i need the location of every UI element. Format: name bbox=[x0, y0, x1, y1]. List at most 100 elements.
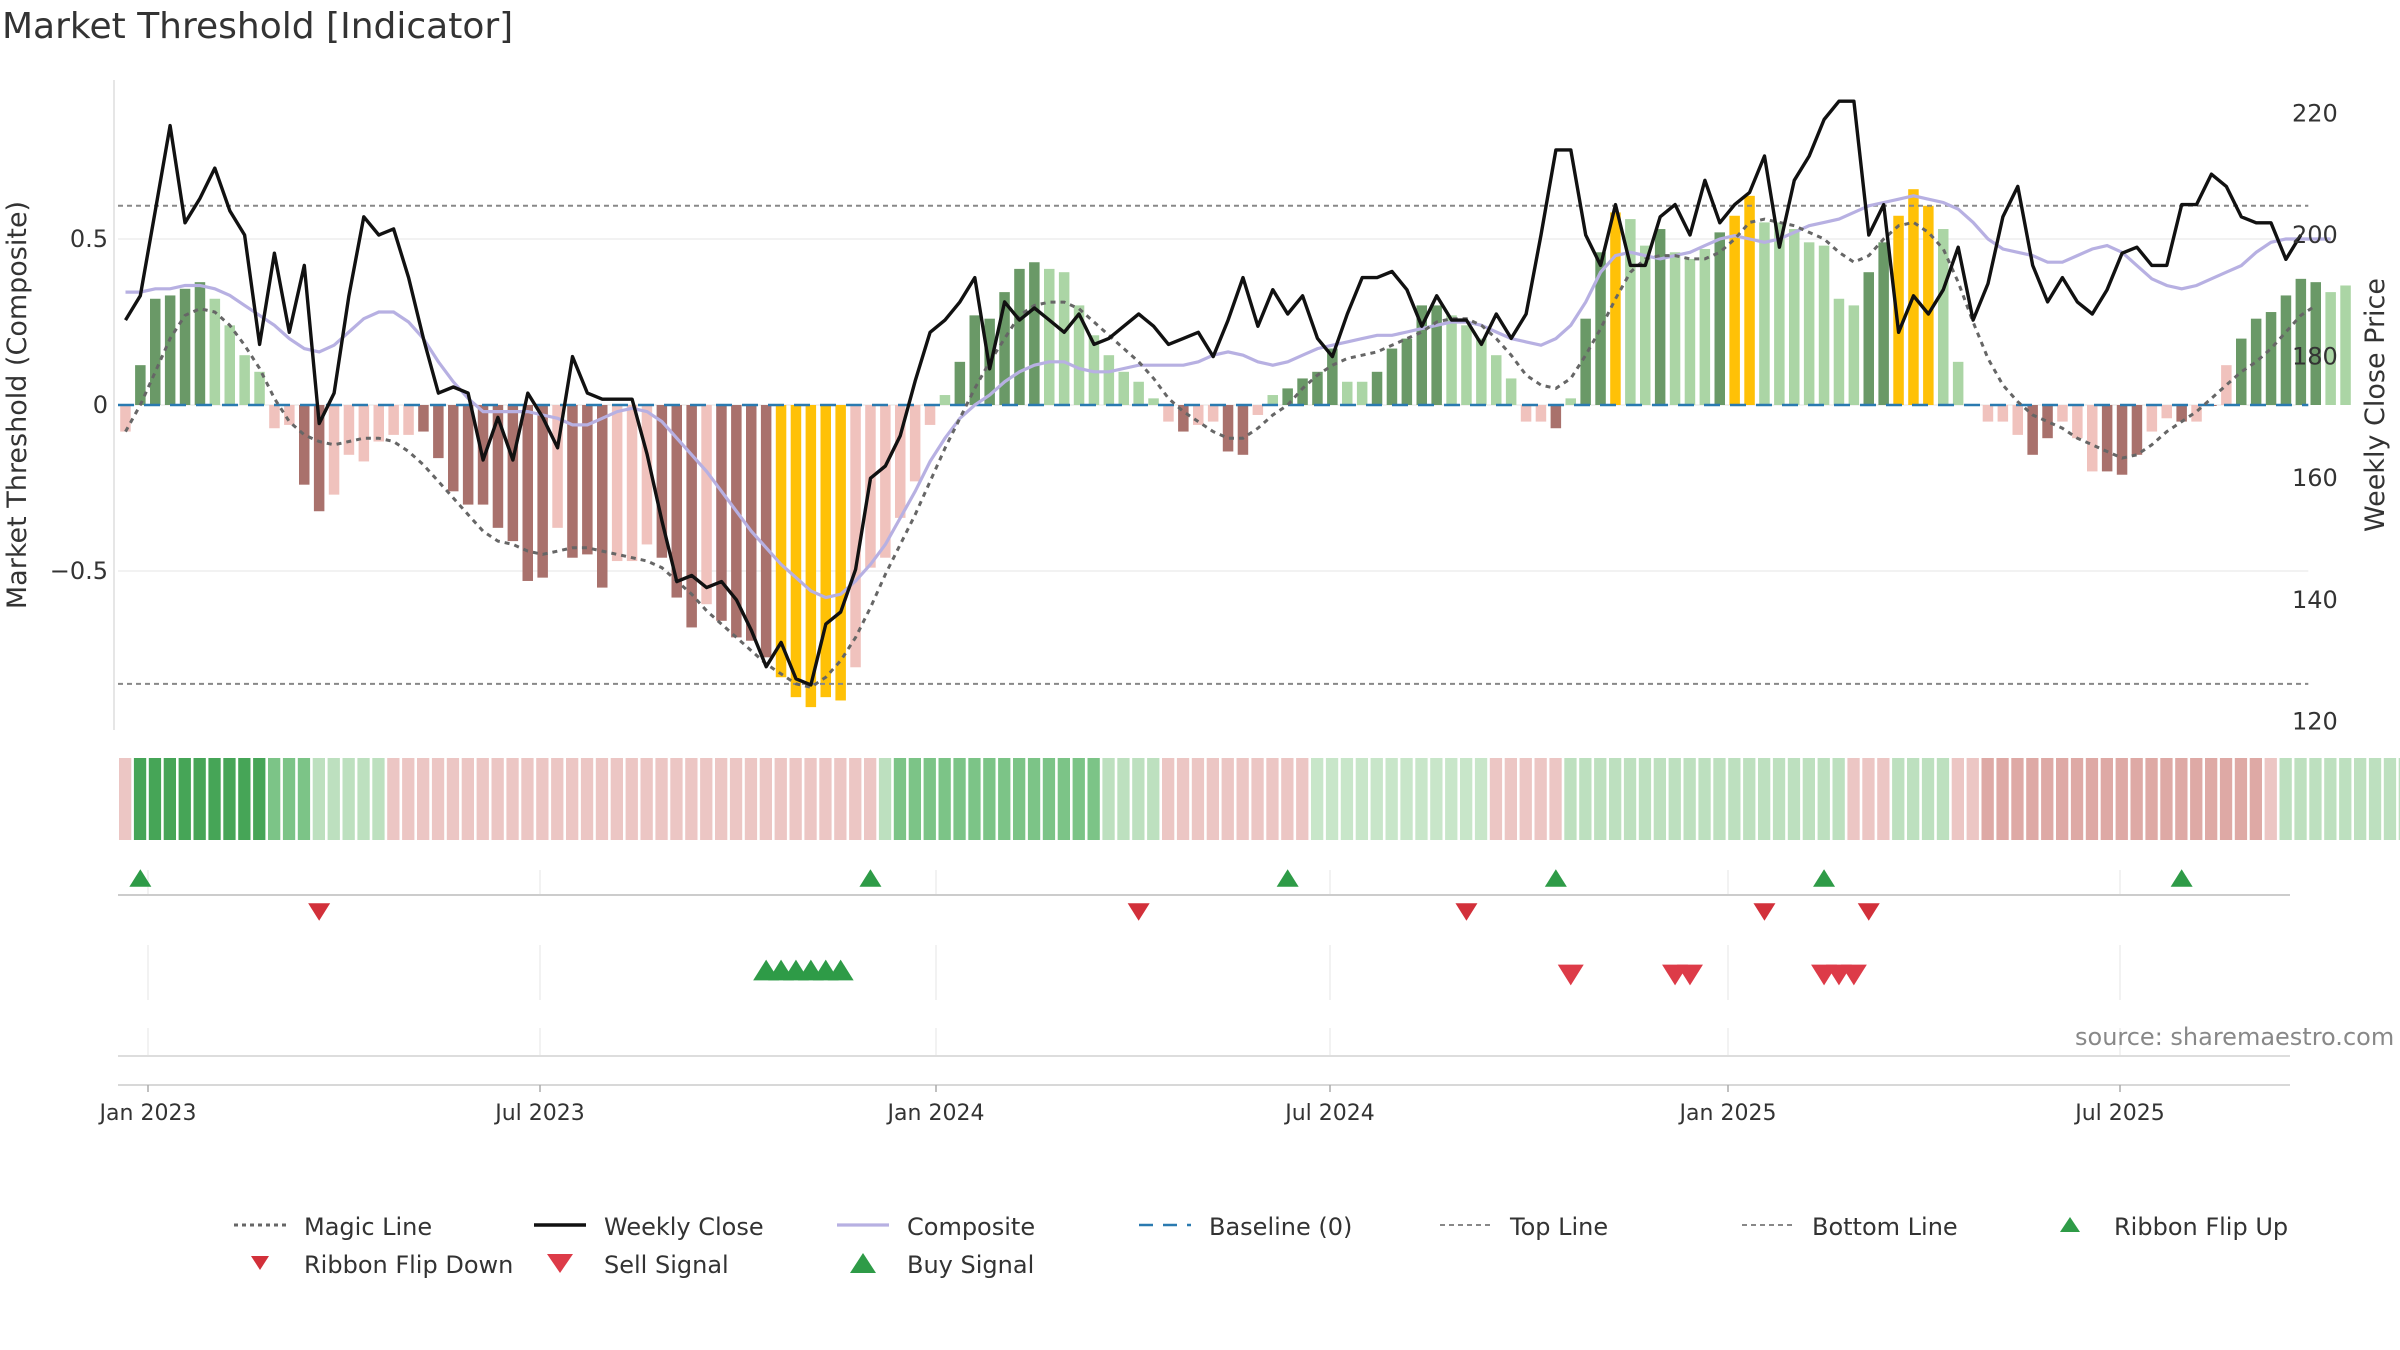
ribbon-cell bbox=[1370, 758, 1383, 840]
composite-bar bbox=[850, 405, 861, 668]
composite-bar bbox=[939, 395, 951, 405]
ribbon-cell bbox=[580, 758, 594, 840]
composite-bar bbox=[954, 361, 966, 405]
ribbon-cell bbox=[878, 758, 892, 840]
composite-bar bbox=[1848, 305, 1860, 405]
composite-bar bbox=[1312, 371, 1323, 405]
series-lines bbox=[124, 99, 2331, 689]
ribbon-cell bbox=[1758, 758, 1771, 840]
ribbon-cell bbox=[387, 758, 400, 840]
composite-bar bbox=[1446, 315, 1457, 405]
buy-signal-marker bbox=[827, 959, 854, 981]
composite-bar bbox=[1520, 405, 1532, 422]
composite-bar bbox=[2072, 405, 2083, 439]
legend-item: Ribbon Flip Up bbox=[2040, 1213, 2288, 1241]
composite-bar bbox=[179, 288, 191, 405]
ribbon-cell bbox=[1340, 758, 1354, 840]
ribbon-cell bbox=[1921, 758, 1935, 840]
ribbon-cell bbox=[1087, 758, 1100, 840]
composite-bar bbox=[760, 405, 772, 658]
ribbon-cell bbox=[223, 758, 236, 840]
ribbon-flip-up-marker bbox=[859, 869, 882, 887]
composite-bar bbox=[164, 295, 176, 405]
composite-bar bbox=[1774, 222, 1785, 405]
composite-bar bbox=[1118, 371, 1129, 405]
composite-bar bbox=[1982, 405, 1994, 422]
legend-label: Sell Signal bbox=[604, 1251, 729, 1279]
composite-bar bbox=[1759, 222, 1770, 405]
ribbon-cell bbox=[119, 758, 132, 840]
ribbon-cell bbox=[1504, 758, 1517, 840]
ribbon-cell bbox=[312, 758, 325, 840]
ribbon-cell bbox=[1057, 758, 1070, 840]
legend-label: Ribbon Flip Down bbox=[304, 1251, 514, 1279]
ribbon-cell bbox=[551, 758, 564, 840]
ribbon-cell bbox=[1609, 758, 1622, 840]
threshold-lines bbox=[118, 204, 2309, 685]
composite-bar bbox=[1491, 355, 1502, 405]
ribbon-cell bbox=[1206, 758, 1219, 840]
magic-line bbox=[124, 217, 2317, 689]
ribbon-cell bbox=[2294, 758, 2307, 840]
composite-bar bbox=[1222, 405, 1234, 452]
composite-bar bbox=[1863, 272, 1874, 405]
legend-item: Sell Signal bbox=[530, 1251, 729, 1279]
ribbon-cell bbox=[2398, 758, 2400, 840]
left-tick-label: −0.5 bbox=[50, 557, 108, 585]
ribbon-cell bbox=[1445, 758, 1458, 840]
ribbon-cell bbox=[1147, 758, 1160, 840]
composite-bar bbox=[1714, 232, 1725, 405]
ribbon-cell bbox=[1802, 758, 1815, 840]
ribbon-flip-markers bbox=[118, 869, 2290, 921]
composite-bar bbox=[641, 405, 653, 545]
composite-bar bbox=[1699, 248, 1711, 405]
ribbon-flip-down-marker bbox=[1127, 903, 1150, 921]
x-tick-label: Jan 2023 bbox=[98, 1101, 197, 1126]
composite-bar bbox=[522, 405, 533, 581]
ribbon-cell bbox=[670, 758, 683, 840]
composite-bar bbox=[1744, 195, 1755, 405]
composite-bar bbox=[1610, 212, 1621, 405]
composite-bar bbox=[1893, 215, 1904, 405]
ribbon-cell bbox=[2085, 758, 2099, 840]
ribbon-cell bbox=[2368, 758, 2382, 840]
ribbon-cell bbox=[983, 758, 996, 840]
composite-bar bbox=[1267, 395, 1278, 405]
ribbon-cell bbox=[1460, 758, 1473, 840]
ribbon-cell bbox=[342, 758, 355, 840]
ribbon-cell bbox=[2160, 758, 2173, 840]
ribbon-cell bbox=[640, 758, 653, 840]
composite-bar bbox=[2146, 405, 2158, 432]
composite-bar bbox=[2057, 405, 2068, 422]
composite-bar bbox=[403, 405, 414, 435]
ribbon-cell bbox=[327, 758, 340, 840]
composite-bar bbox=[462, 405, 474, 505]
ribbon-cell bbox=[1847, 758, 1860, 840]
ribbon-cell bbox=[1132, 758, 1145, 840]
composite-bar bbox=[999, 292, 1010, 405]
ribbon-cell bbox=[1013, 758, 1026, 840]
legend-item: Magic Line bbox=[230, 1213, 432, 1241]
ribbon-cell bbox=[506, 758, 519, 840]
legend-symbol bbox=[1135, 1215, 1195, 1239]
composite-bar bbox=[1535, 405, 1547, 422]
ribbon-cell bbox=[1579, 758, 1592, 840]
ribbon-cell bbox=[402, 758, 415, 840]
ribbon-cell bbox=[1221, 758, 1234, 840]
ribbon-cell bbox=[2264, 758, 2277, 840]
ribbon-cell bbox=[1355, 758, 1368, 840]
ribbon-cell bbox=[1519, 758, 1532, 840]
legend-symbol bbox=[530, 1215, 590, 1239]
ribbon-cell bbox=[133, 758, 147, 840]
ribbon-cell bbox=[1713, 758, 1726, 840]
ribbon-cell bbox=[2383, 758, 2397, 840]
ribbon-cell bbox=[2041, 758, 2054, 840]
right-tick-label: 200 bbox=[2292, 221, 2338, 249]
composite-bar bbox=[820, 405, 831, 698]
ribbon-cell bbox=[715, 758, 728, 840]
ribbon-cell bbox=[968, 758, 981, 840]
composite-bar bbox=[2116, 405, 2128, 475]
ribbon-cell bbox=[1638, 758, 1652, 840]
ribbon-cell bbox=[849, 758, 862, 840]
composite-bar bbox=[1818, 245, 1830, 405]
